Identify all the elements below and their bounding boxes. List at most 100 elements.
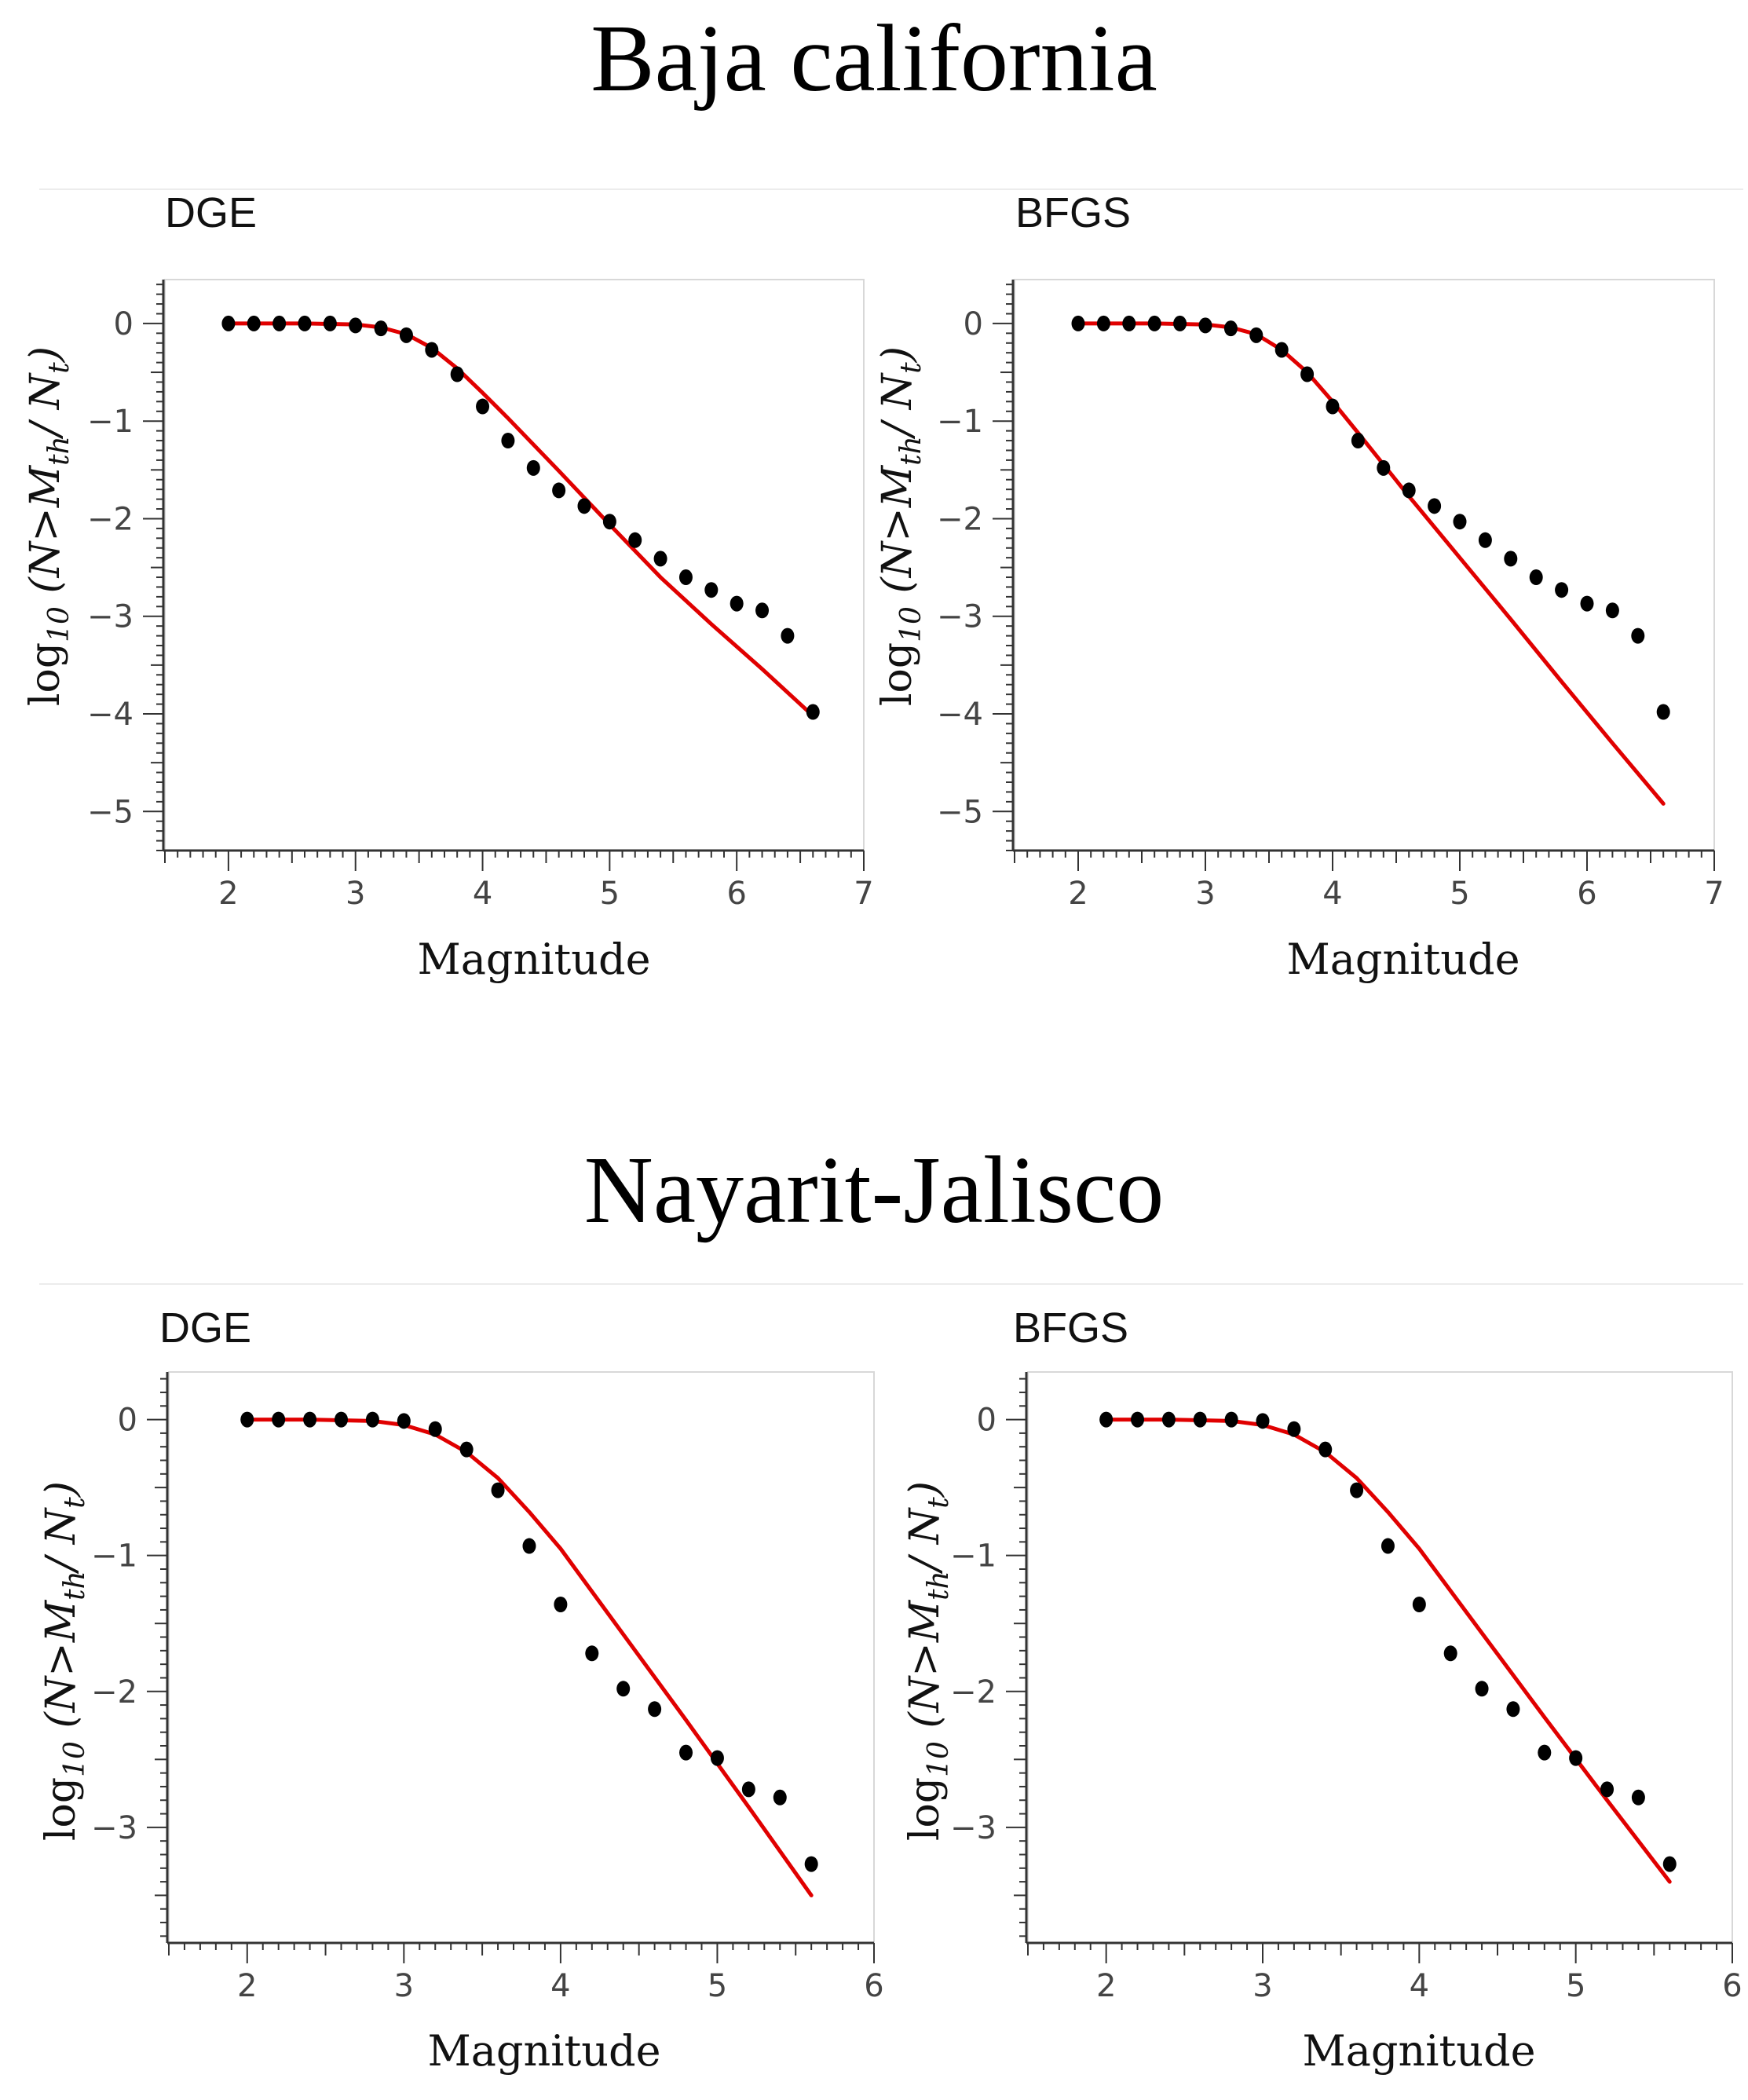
data-point — [303, 1411, 317, 1428]
data-point — [1256, 1413, 1270, 1429]
y-axis-title: log10 (N>Mth/ Nt) — [38, 1481, 91, 1841]
y-tick-label: −3 — [87, 599, 133, 635]
data-point — [397, 1413, 411, 1429]
x-tick-label: 3 — [346, 876, 365, 912]
data-point — [1131, 1411, 1145, 1428]
data-point — [616, 1681, 631, 1697]
x-axis-title: Magnitude — [427, 2026, 660, 2076]
y-axis-title-part: t — [923, 1497, 955, 1509]
data-point — [221, 315, 236, 331]
x-tick-label: 7 — [1704, 876, 1724, 912]
data-point — [806, 704, 820, 720]
data-point — [349, 317, 363, 334]
data-point — [804, 1856, 818, 1872]
x-tick-label: 4 — [473, 876, 492, 912]
data-point — [1443, 1645, 1457, 1662]
data-point — [1147, 315, 1161, 331]
fit-line — [245, 1418, 814, 1897]
y-axis-title: log10 (N>Mth/ Nt) — [874, 346, 927, 706]
y-axis-title-part: t — [895, 362, 927, 374]
data-point — [577, 498, 591, 514]
data-point — [781, 627, 795, 644]
data-point — [1326, 398, 1340, 415]
fit-line — [226, 321, 815, 719]
x-tick-label: 7 — [854, 876, 873, 912]
data-point — [522, 1538, 536, 1554]
plot-frame — [164, 279, 865, 851]
panel-label-baja-dge: DGE — [165, 189, 258, 236]
y-tick-label: −3 — [91, 1810, 137, 1846]
data-point — [773, 1789, 787, 1805]
data-point — [628, 532, 642, 548]
x-tick-label: 4 — [1322, 876, 1342, 912]
x-tick-label: 3 — [1195, 876, 1215, 912]
data-point — [298, 315, 312, 331]
y-axis-title-part: / N — [874, 372, 921, 440]
y-axis-title-part: ) — [874, 346, 921, 363]
y-tick-label: −5 — [87, 794, 133, 830]
y-tick-label: −2 — [950, 1674, 997, 1710]
data-point — [459, 1441, 474, 1458]
x-tick-label: 6 — [1577, 876, 1596, 912]
data-point — [704, 582, 719, 598]
data-point — [1318, 1441, 1333, 1458]
y-axis-title-part: th — [895, 436, 927, 466]
data-point — [1662, 1856, 1677, 1872]
x-axis-title: Magnitude — [1302, 2026, 1535, 2076]
data-point — [1351, 433, 1365, 449]
y-axis-title-part: ) — [38, 1481, 85, 1498]
data-point — [491, 1482, 505, 1498]
y-axis-title-part: th — [59, 1571, 91, 1601]
x-tick-label: 6 — [864, 1968, 883, 2004]
data-point — [1605, 602, 1619, 619]
data-point — [741, 1781, 755, 1798]
y-tick-label: −2 — [91, 1674, 137, 1710]
data-point — [526, 459, 540, 476]
y-axis-title-part: ) — [22, 346, 69, 363]
panel-label-nayarit-dge: DGE — [159, 1304, 252, 1352]
section-title-baja-california: Baja california — [591, 5, 1157, 112]
x-tick-label: 4 — [1410, 1968, 1429, 2004]
data-point — [247, 315, 261, 331]
y-axis-title-part: log — [874, 642, 921, 706]
y-tick-label: −1 — [91, 1538, 137, 1575]
y-axis-title: log10 (N>Mth/ Nt) — [901, 1481, 955, 1841]
data-point — [1122, 315, 1136, 331]
data-point — [1506, 1701, 1520, 1718]
y-axis-title-part: (N>M — [38, 1599, 85, 1741]
data-point — [272, 1411, 286, 1428]
data-point — [1099, 1411, 1114, 1428]
chart-panel-0: 2 3 4 5 6 7 0 −1 −2 −3 −4 −5 Magnitude log10 (N>Mth/ … — [22, 279, 874, 984]
plot-frame — [1027, 1371, 1733, 1944]
y-axis-title-part: / N — [901, 1507, 949, 1575]
section-divider — [39, 188, 1743, 190]
x-axis-title: Magnitude — [417, 935, 650, 984]
y-axis-title-part: 10 — [923, 1741, 955, 1777]
y-tick-label: −2 — [937, 501, 983, 537]
data-point — [450, 366, 464, 382]
data-point — [653, 551, 667, 567]
y-axis-title-part: (N>M — [901, 1599, 949, 1741]
data-point — [1380, 1538, 1395, 1554]
chart-panel-1: 2 3 4 5 6 7 0 −1 −2 −3 −4 −5 Magnitude log10 (N>Mth/ … — [874, 279, 1724, 984]
y-tick-label: −2 — [87, 501, 133, 537]
data-point — [648, 1701, 662, 1718]
section-title-nayarit-jalisco: Nayarit-Jalisco — [583, 1137, 1165, 1243]
data-point — [1631, 1789, 1645, 1805]
data-point — [1249, 327, 1263, 343]
data-point — [272, 315, 287, 331]
x-tick-label: 5 — [1450, 876, 1469, 912]
x-tick-label: 2 — [1068, 876, 1088, 912]
x-tick-label: 4 — [550, 1968, 570, 2004]
data-point — [1529, 569, 1543, 586]
section-divider — [39, 1283, 1743, 1285]
y-tick-label: 0 — [977, 1403, 997, 1439]
y-axis-title-part: (N>M — [22, 464, 69, 606]
y-axis-title-part: log — [901, 1777, 949, 1841]
data-point — [1631, 627, 1645, 644]
fit-line — [1104, 1418, 1672, 1884]
data-point — [1161, 1411, 1176, 1428]
y-tick-label: 0 — [114, 306, 133, 342]
data-point — [554, 1596, 568, 1612]
